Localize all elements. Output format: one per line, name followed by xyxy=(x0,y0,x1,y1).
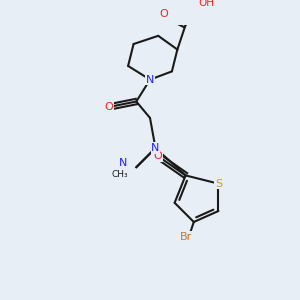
Text: OH: OH xyxy=(198,0,214,8)
Text: CH₃: CH₃ xyxy=(112,169,128,178)
Text: N: N xyxy=(118,158,127,168)
Text: O: O xyxy=(159,9,168,19)
Text: O: O xyxy=(105,102,113,112)
Text: N: N xyxy=(146,75,154,85)
Text: N: N xyxy=(151,143,160,153)
Text: N: N xyxy=(118,165,127,175)
Text: Br: Br xyxy=(179,232,192,242)
Text: O: O xyxy=(154,151,163,161)
Text: S: S xyxy=(215,178,222,189)
